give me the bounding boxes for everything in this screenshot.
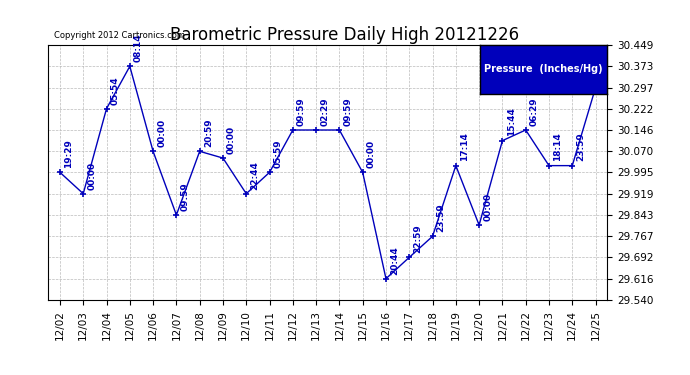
Text: 22:44: 22:44 (250, 160, 259, 189)
Text: 00:00: 00:00 (367, 140, 376, 168)
Text: Barometric Pressure Daily High 20121226: Barometric Pressure Daily High 20121226 (170, 26, 520, 44)
Text: 09:59: 09:59 (297, 97, 306, 126)
Text: 09:59: 09:59 (181, 182, 190, 211)
Text: 18:14: 18:14 (600, 55, 609, 84)
Text: 19:29: 19:29 (64, 140, 73, 168)
Text: Copyright 2012 Cartronics.com: Copyright 2012 Cartronics.com (54, 31, 185, 40)
Text: 20:59: 20:59 (204, 118, 213, 147)
Text: 09:59: 09:59 (344, 97, 353, 126)
Text: 08:14: 08:14 (134, 33, 143, 62)
Text: 15:44: 15:44 (506, 108, 515, 136)
Text: 23:59: 23:59 (576, 133, 585, 162)
Text: 02:29: 02:29 (320, 97, 329, 126)
Text: 05:54: 05:54 (110, 76, 119, 105)
Text: 18:14: 18:14 (553, 133, 562, 162)
Text: 00:00: 00:00 (483, 193, 492, 221)
Text: 00:00: 00:00 (157, 119, 166, 147)
Text: 22:59: 22:59 (413, 225, 422, 253)
Text: 00:00: 00:00 (88, 161, 97, 189)
Text: 00:00: 00:00 (227, 126, 236, 154)
Text: 17:14: 17:14 (460, 133, 469, 162)
Text: 05:59: 05:59 (274, 140, 283, 168)
Text: Pressure  (Inches/Hg): Pressure (Inches/Hg) (484, 64, 602, 74)
Text: 20:44: 20:44 (390, 246, 399, 274)
Text: 23:59: 23:59 (437, 203, 446, 232)
Text: 06:29: 06:29 (530, 97, 539, 126)
